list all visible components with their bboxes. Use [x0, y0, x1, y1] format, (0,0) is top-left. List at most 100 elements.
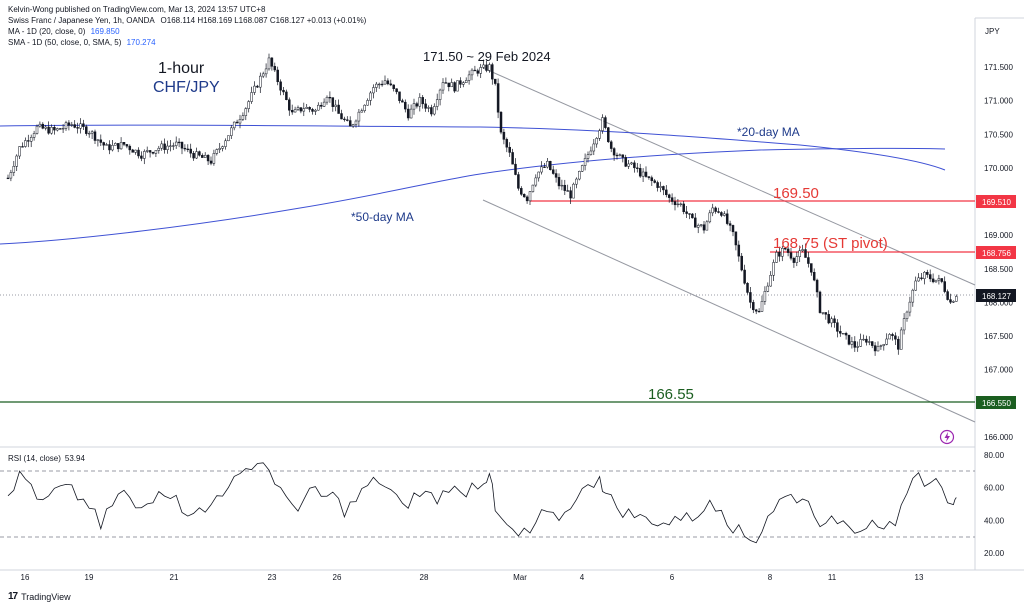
candle — [786, 243, 790, 257]
rsi-line[interactable] — [7, 462, 957, 544]
candle — [473, 65, 477, 72]
candle — [270, 57, 274, 71]
candle — [435, 93, 439, 111]
candle — [662, 185, 665, 196]
candle — [392, 84, 395, 92]
candle — [201, 153, 204, 158]
time-tick-0: 16 — [21, 573, 30, 582]
candle — [836, 319, 839, 338]
candle — [580, 164, 584, 172]
candle — [241, 112, 245, 122]
candle — [676, 199, 680, 208]
price-tick-0: 171.500 — [984, 63, 1013, 72]
candle — [192, 150, 195, 161]
candle — [421, 95, 424, 109]
candle — [653, 178, 656, 184]
time-axis[interactable]: 16 19 21 23 26 28 Mar 4 6 8 11 13 — [21, 573, 924, 582]
candle — [554, 169, 558, 183]
candle — [166, 140, 169, 154]
candle — [578, 170, 581, 181]
candle — [572, 182, 575, 199]
candle — [401, 98, 404, 103]
candle — [946, 289, 949, 301]
candle — [79, 118, 82, 134]
candle — [369, 91, 372, 106]
candle — [383, 75, 387, 85]
ma-20-line[interactable] — [0, 124, 946, 171]
time-tick-11: 13 — [915, 573, 924, 582]
candle — [589, 146, 593, 156]
candle — [203, 152, 207, 158]
candle — [325, 95, 329, 105]
ma-legend[interactable]: MA - 1D (20, close, 0) 169.850 — [8, 26, 366, 37]
candle — [583, 153, 587, 171]
candle — [604, 115, 607, 130]
candle — [943, 276, 946, 294]
candlestick-series[interactable] — [6, 53, 958, 356]
candle — [180, 141, 184, 155]
sma-50-line[interactable] — [0, 147, 946, 245]
chart-header: Kelvin-Wong published on TradingView.com… — [8, 4, 366, 48]
price-tick-6: 168.500 — [984, 265, 1013, 274]
candle — [108, 140, 111, 155]
channel-lower-line[interactable] — [482, 199, 976, 423]
candle — [38, 121, 42, 128]
candle — [82, 119, 85, 131]
candle — [334, 99, 337, 112]
candle — [6, 174, 10, 180]
candle — [93, 129, 97, 145]
candle — [757, 308, 761, 313]
candle — [493, 78, 497, 86]
lightning-icon[interactable] — [939, 429, 955, 445]
candle — [296, 105, 300, 111]
candle — [177, 138, 181, 148]
candle — [940, 278, 944, 284]
candle — [427, 105, 430, 113]
candle — [462, 81, 465, 88]
candle — [810, 263, 813, 276]
candle — [682, 200, 685, 215]
candle — [314, 108, 317, 115]
candle — [459, 77, 462, 89]
candle — [856, 341, 859, 352]
candle — [740, 252, 743, 272]
candle — [186, 144, 190, 153]
candle — [163, 138, 166, 154]
price-tag-last: 168.127 — [976, 289, 1016, 302]
candle — [140, 151, 143, 162]
candle — [189, 143, 192, 158]
candle — [537, 171, 540, 182]
candle — [705, 220, 709, 231]
candle — [343, 116, 346, 122]
candle — [212, 149, 216, 166]
candle — [641, 168, 645, 183]
candle — [238, 114, 242, 129]
tradingview-footer[interactable]: 17 TradingView — [8, 591, 71, 602]
candle — [514, 158, 517, 176]
candle — [9, 169, 13, 182]
channel-upper-line[interactable] — [482, 67, 976, 286]
candle — [882, 343, 886, 351]
candle — [511, 148, 514, 165]
price-tag-r2: 168.756 — [976, 246, 1016, 259]
candle — [781, 245, 784, 262]
sma-label: SMA - 1D (50, close, 0, SMA, 5) — [8, 38, 122, 47]
candle — [546, 158, 549, 169]
time-tick-4: 26 — [333, 573, 342, 582]
publish-line: Kelvin-Wong published on TradingView.com… — [8, 5, 266, 14]
candle — [172, 142, 175, 151]
candle — [128, 144, 132, 155]
candle — [667, 193, 671, 203]
candle — [235, 119, 239, 124]
candle — [15, 154, 18, 171]
candle — [870, 341, 874, 349]
price-tick-3: 170.000 — [984, 164, 1013, 173]
candle — [522, 193, 526, 198]
candle — [743, 264, 746, 285]
candle — [290, 104, 294, 115]
sma-legend[interactable]: SMA - 1D (50, close, 0, SMA, 5) 170.274 — [8, 37, 366, 48]
candle — [331, 97, 335, 112]
candle — [247, 100, 250, 113]
candle — [151, 151, 155, 155]
